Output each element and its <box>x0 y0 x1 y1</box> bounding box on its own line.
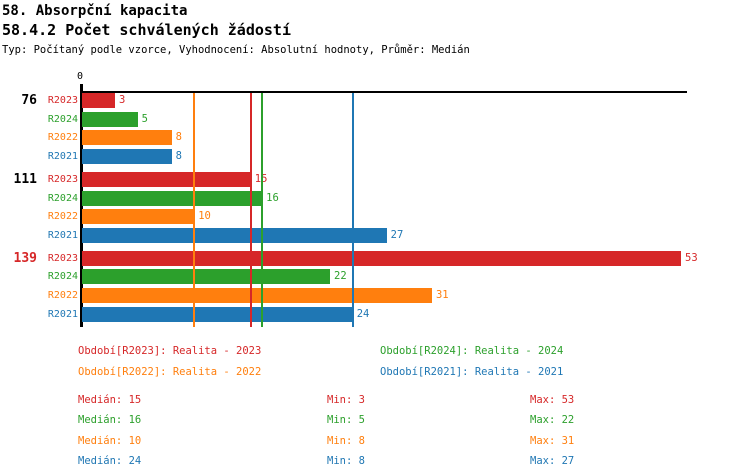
bar-row-label: R2024 <box>47 192 78 204</box>
bar-R2022-group-139 <box>82 288 432 303</box>
bar-value-label: 31 <box>435 289 449 301</box>
bar-value-label: 3 <box>118 94 126 106</box>
bar-value-label: 8 <box>175 150 182 163</box>
bar-R2024-group-139 <box>82 269 331 285</box>
stat-min-R2023: Min: 3 <box>327 394 365 406</box>
stat-max-R2022: Max: 31 <box>530 434 575 447</box>
bar-R2021-group-139 <box>82 306 353 322</box>
median-line-R2021 <box>351 93 354 327</box>
bar-row-label: R2021 <box>47 308 78 320</box>
page-subtitle: 58.4.2 Počet schválených žádostí <box>2 21 291 39</box>
stat-max-R2024: Max: 22 <box>530 414 575 427</box>
stat-min-R2024: Min: 5 <box>327 414 365 427</box>
legend-item-R2022: Období[R2022]: Realita - 2022 <box>78 366 262 378</box>
stat-min-R2022: Min: 8 <box>327 434 365 447</box>
bar-R2021-group-111 <box>82 227 387 243</box>
bar-value-label: 53 <box>685 251 698 264</box>
bar-row-label: R2022 <box>47 290 78 301</box>
legend-item-R2021: Období[R2021]: Realita - 2021 <box>380 366 564 378</box>
bar-R2023-group-139 <box>82 250 681 266</box>
stat-max-R2021: Max: 27 <box>530 455 575 468</box>
stat-median-R2023: Medián: 15 <box>78 394 142 406</box>
bar-value-label: 27 <box>390 228 404 241</box>
x-axis-line <box>81 91 687 93</box>
bar-R2024-group-76 <box>82 111 138 127</box>
median-line-R2023 <box>249 93 252 327</box>
stat-max-R2023: Max: 53 <box>530 394 575 406</box>
group-label: 111 <box>13 171 37 187</box>
y-axis-line <box>79 84 83 327</box>
bar-row-label: R2023 <box>47 173 78 185</box>
page-title: 58. Absorpční kapacita <box>2 3 188 19</box>
stat-median-R2021: Medián: 24 <box>78 455 142 468</box>
group-label: 76 <box>21 93 37 108</box>
bar-row-label: R2022 <box>47 132 78 144</box>
bar-row-label: R2021 <box>47 151 78 163</box>
bar-value-label: 5 <box>141 112 148 125</box>
bar-row-label: R2023 <box>47 95 78 106</box>
bar-value-label: 8 <box>175 131 182 144</box>
bar-R2022-group-111 <box>82 209 195 225</box>
bar-row-label: R2022 <box>47 211 78 223</box>
chart-meta-line: Typ: Počítaný podle vzorce, Vyhodnocení:… <box>2 44 470 56</box>
stat-median-R2024: Medián: 16 <box>78 414 142 427</box>
legend-item-R2024: Období[R2024]: Realita - 2024 <box>380 345 564 357</box>
bar-value-label: 24 <box>356 307 370 320</box>
median-line-R2022 <box>193 93 196 327</box>
group-label: 139 <box>13 250 37 266</box>
zero-tick-label: 0 <box>77 71 84 82</box>
bar-value-label: 22 <box>334 270 347 283</box>
bar-R2024-group-111 <box>82 190 263 206</box>
bar-value-label: 16 <box>266 191 279 204</box>
bar-R2021-group-76 <box>82 149 172 165</box>
bar-R2023-group-111 <box>82 171 251 187</box>
stat-min-R2021: Min: 8 <box>327 455 365 468</box>
bar-R2023-group-76 <box>82 93 115 108</box>
bar-row-label: R2024 <box>47 271 78 283</box>
bar-row-label: R2024 <box>47 113 78 125</box>
median-line-R2024 <box>261 93 264 327</box>
bar-value-label: 10 <box>198 210 211 223</box>
legend-item-R2023: Období[R2023]: Realita - 2023 <box>78 345 262 357</box>
bar-row-label: R2023 <box>47 252 78 264</box>
bar-row-label: R2021 <box>47 229 78 241</box>
stat-median-R2022: Medián: 10 <box>78 434 142 447</box>
bar-R2022-group-76 <box>82 130 172 146</box>
